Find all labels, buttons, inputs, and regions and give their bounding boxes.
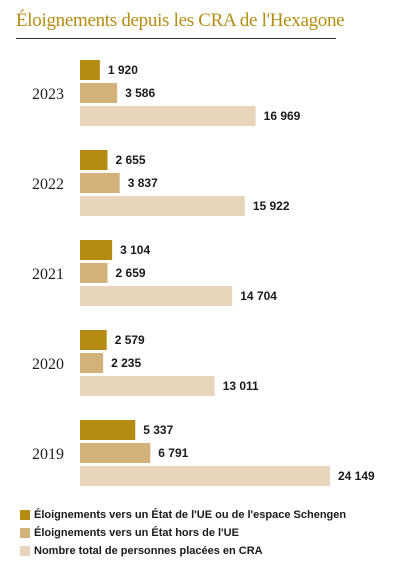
bar-2019-series-1 bbox=[80, 443, 151, 463]
legend-swatch-eu bbox=[20, 510, 30, 520]
legend-item-non-eu: Éloignements vers un État hors de l'UE bbox=[20, 524, 346, 542]
value-label-2023-series-1: 3 586 bbox=[125, 86, 155, 100]
legend-item-total: Nombre total de personnes placées en CRA bbox=[20, 542, 346, 560]
value-label-2023-series-0: 1 920 bbox=[108, 63, 138, 77]
title-underline bbox=[16, 38, 336, 39]
value-label-2020-series-2: 13 011 bbox=[223, 379, 259, 393]
bar-chart: 2023 1 920 3 586 16 969 2022 2 655 3 837 15 922… bbox=[32, 60, 375, 486]
value-label-2021-series-1: 2 659 bbox=[116, 266, 146, 280]
legend-label-eu: Éloignements vers un État de l'UE ou de … bbox=[34, 509, 347, 521]
year-label-2022: 2022 bbox=[32, 176, 64, 193]
value-label-2022-series-0: 2 655 bbox=[115, 153, 145, 167]
legend-swatch-total bbox=[20, 546, 30, 556]
value-label-2021-series-0: 3 104 bbox=[120, 243, 150, 257]
bar-2020-series-1 bbox=[80, 353, 104, 373]
value-label-2019-series-2: 24 149 bbox=[338, 469, 375, 483]
bar-2021-series-0 bbox=[80, 240, 113, 260]
bar-2020-series-0 bbox=[80, 330, 107, 350]
value-label-2022-series-2: 15 922 bbox=[253, 199, 290, 213]
bar-2021-series-2 bbox=[80, 286, 233, 306]
year-label-2019: 2019 bbox=[32, 446, 64, 463]
value-label-2022-series-1: 3 837 bbox=[128, 176, 158, 190]
legend-label-non-eu: Éloignements vers un État hors de l'UE bbox=[34, 527, 239, 539]
value-label-2019-series-1: 6 791 bbox=[158, 446, 188, 460]
value-label-2023-series-2: 16 969 bbox=[264, 109, 301, 123]
year-label-2020: 2020 bbox=[32, 356, 64, 373]
bar-2023-series-2 bbox=[80, 106, 256, 126]
legend-item-eu: Éloignements vers un État de l'UE ou de … bbox=[20, 506, 346, 524]
year-label-2023: 2023 bbox=[32, 86, 64, 103]
legend-label-total: Nombre total de personnes placées en CRA bbox=[34, 545, 263, 557]
legend-swatch-non-eu bbox=[20, 528, 30, 538]
bar-2022-series-2 bbox=[80, 196, 245, 216]
value-label-2020-series-0: 2 579 bbox=[115, 333, 145, 347]
bar-2022-series-1 bbox=[80, 173, 120, 193]
year-label-2021: 2021 bbox=[32, 266, 64, 283]
legend: Éloignements vers un État de l'UE ou de … bbox=[20, 506, 346, 560]
bar-2020-series-2 bbox=[80, 376, 215, 396]
bar-2023-series-1 bbox=[80, 83, 118, 103]
value-label-2019-series-0: 5 337 bbox=[143, 423, 173, 437]
bar-2019-series-0 bbox=[80, 420, 136, 440]
chart-title: Éloignements depuis les CRA de l'Hexagon… bbox=[16, 10, 345, 31]
value-label-2021-series-2: 14 704 bbox=[240, 289, 277, 303]
bar-2022-series-0 bbox=[80, 150, 108, 170]
value-label-2020-series-1: 2 235 bbox=[111, 356, 141, 370]
bar-2021-series-1 bbox=[80, 263, 108, 283]
bar-2019-series-2 bbox=[80, 466, 330, 486]
bar-2023-series-0 bbox=[80, 60, 100, 80]
